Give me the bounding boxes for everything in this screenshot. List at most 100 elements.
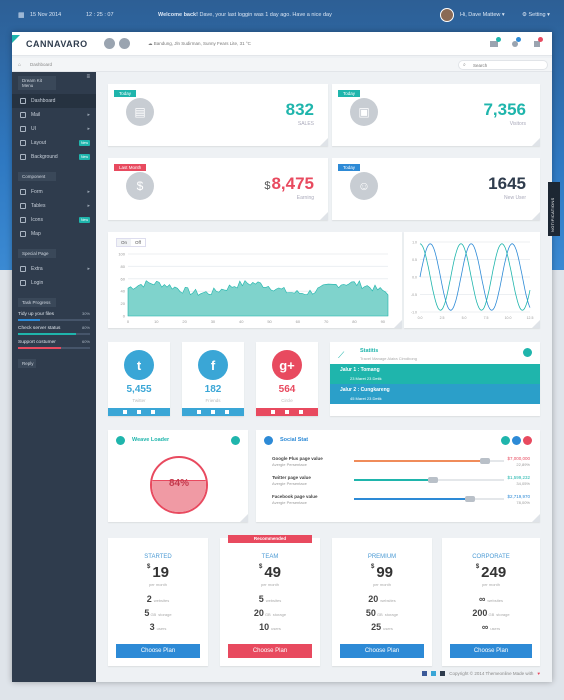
plan-title: PREMIUM — [367, 554, 397, 560]
toggle-off[interactable]: Off — [135, 240, 141, 245]
twitter-icon[interactable]: t — [124, 350, 154, 380]
x-tick-label: 7.5 — [484, 316, 489, 320]
feature-label: websites — [487, 598, 503, 603]
user-menu[interactable]: Hi, Dave Mattew ▾ — [460, 12, 505, 18]
avatar[interactable] — [440, 8, 454, 22]
sidebar-item-login[interactable]: Login — [12, 276, 96, 290]
sidebar-item-mail[interactable]: Mail ▸ — [12, 108, 96, 122]
link-icon[interactable] — [285, 410, 289, 414]
stat-icon-circle: $ — [126, 172, 154, 200]
menu-toggle-icon[interactable]: ≡ — [86, 74, 90, 80]
plan-feature-users: 10 users — [220, 622, 320, 632]
feature-value: 5 — [258, 594, 264, 604]
brand-mark-icon — [12, 35, 20, 43]
brand-logo[interactable]: CANNAVARO — [12, 32, 96, 56]
minus-circle-icon[interactable] — [119, 38, 130, 49]
pricing-card-started: STARTED $19 per month 2 websites 5GB storage 3 u… — [108, 538, 208, 666]
plan-period: per month — [372, 582, 391, 587]
link-icon[interactable] — [137, 410, 141, 414]
x-tick-label: 40 — [239, 319, 244, 324]
grid-icon[interactable]: ▦ — [18, 12, 25, 19]
x-tick-label: 2.5 — [440, 316, 445, 320]
chart-toggle[interactable]: On Off — [116, 238, 146, 247]
choose-plan-button[interactable]: Choose Plan — [340, 644, 424, 658]
googleplus-icon[interactable]: g+ — [272, 350, 302, 380]
stat-card: Today ☺ 1645 New User — [332, 158, 540, 220]
sidebar-item-extra[interactable]: Extra ▸ — [12, 262, 96, 276]
weave-icon — [116, 436, 125, 445]
user-circle-icon[interactable] — [104, 38, 115, 49]
stat-row-name: Google Plus page value — [272, 456, 323, 461]
sidebar-item-tables[interactable]: Tables ▸ — [12, 199, 96, 213]
facebook-icon[interactable] — [422, 671, 428, 676]
currency-symbol: $ — [146, 564, 151, 570]
social-stat-row: Twitter page value Avergie Persentace $1,5… — [264, 475, 532, 489]
route-row[interactable]: Jalur 1 : Tomang 23 Maret 23 Detik — [330, 364, 540, 384]
comment-icon[interactable] — [225, 410, 229, 414]
sidebar-item-map[interactable]: Map — [12, 227, 96, 241]
comment-icon[interactable] — [299, 410, 303, 414]
breadcrumb[interactable]: Dashboard — [30, 62, 53, 67]
plan-feature-websites: 5 websites — [220, 594, 320, 604]
mail-icon[interactable] — [490, 41, 498, 47]
chevron-right-icon: ▸ — [87, 126, 90, 132]
plan-feature-storage: 5GB storage — [108, 608, 208, 618]
close-icon[interactable] — [523, 436, 532, 445]
route-time: 45 Maret 23 Detik — [350, 396, 382, 401]
notifications-tab[interactable]: NOTIFICATIONS — [548, 182, 560, 236]
social-count: 182 — [204, 384, 222, 395]
notification-icon[interactable] — [534, 41, 540, 47]
stat-row-handle[interactable] — [465, 496, 475, 502]
reply-label[interactable]: Reply — [18, 359, 36, 368]
stat-row-percent: 34,05% — [516, 481, 530, 486]
refresh-icon[interactable] — [523, 348, 532, 357]
currency-symbol: $ — [370, 564, 375, 570]
search-input[interactable] — [473, 62, 543, 68]
comment-icon[interactable] — [151, 410, 155, 414]
plan-price: $19 — [108, 564, 208, 581]
choose-plan-button[interactable]: Choose Plan — [116, 644, 200, 658]
sidebar-item-background[interactable]: Background New — [12, 150, 96, 164]
sidebar-item-dashboard[interactable]: Dashboard — [12, 94, 96, 108]
stat-button-blue[interactable] — [512, 436, 521, 445]
edit-icon[interactable] — [271, 410, 275, 414]
stat-row-handle[interactable] — [480, 458, 490, 464]
instagram-icon[interactable] — [440, 671, 446, 676]
sidebar-item-form[interactable]: Form ▸ — [12, 185, 96, 199]
x-tick-label: 20 — [182, 319, 187, 324]
social-label: Circle — [281, 398, 293, 403]
edit-icon[interactable] — [197, 410, 201, 414]
stat-card: Today ▣ 7,356 Visitors — [332, 84, 540, 146]
sidebar-item-icons[interactable]: Icons New — [12, 213, 96, 227]
sidebar-section-title: Special Page — [18, 249, 56, 258]
stat-button-teal[interactable] — [501, 436, 510, 445]
plan-feature-storage: 200GB storage — [442, 608, 540, 618]
route-row[interactable]: Jalur 2 : Cungkareng 45 Maret 23 Detik — [330, 384, 540, 404]
card-corner — [532, 138, 540, 146]
search-icon[interactable]: ⌕ — [463, 62, 466, 68]
sidebar-item-layout[interactable]: Layout New — [12, 136, 96, 150]
mail-badge — [496, 37, 501, 42]
social-stat-card: Social Stat Google Plus page value Avergi… — [256, 430, 540, 522]
sidebar-item-ui[interactable]: UI ▸ — [12, 122, 96, 136]
edit-icon[interactable] — [231, 436, 240, 445]
choose-plan-button[interactable]: Choose Plan — [228, 644, 312, 658]
plan-period: per month — [481, 582, 500, 587]
user-alert-icon[interactable] — [512, 41, 518, 47]
menu-item-icon — [20, 140, 26, 146]
link-icon[interactable] — [211, 410, 215, 414]
stat-row-handle[interactable] — [427, 477, 438, 483]
setting-menu[interactable]: ⚙ Setting ▾ — [522, 12, 550, 18]
edit-icon[interactable] — [123, 410, 127, 414]
sidebar: Dream Kit Menu ≡ Dashboard Mail ▸ UI ▸ Layout… — [12, 72, 96, 682]
home-icon[interactable]: ⌂ — [18, 62, 22, 68]
task-percent: 30% — [81, 311, 90, 316]
sidebar-item-label: Map — [31, 231, 41, 237]
x-tick-label: 10 — [154, 319, 159, 324]
twitter-icon[interactable] — [431, 671, 437, 676]
toggle-on[interactable]: On — [117, 239, 132, 246]
choose-plan-button[interactable]: Choose Plan — [450, 644, 532, 658]
facebook-icon[interactable]: f — [198, 350, 228, 380]
footer: Copyright © 2014 Themeonline Made with ♥ — [422, 671, 540, 676]
y-tick-label: 20 — [121, 301, 126, 306]
